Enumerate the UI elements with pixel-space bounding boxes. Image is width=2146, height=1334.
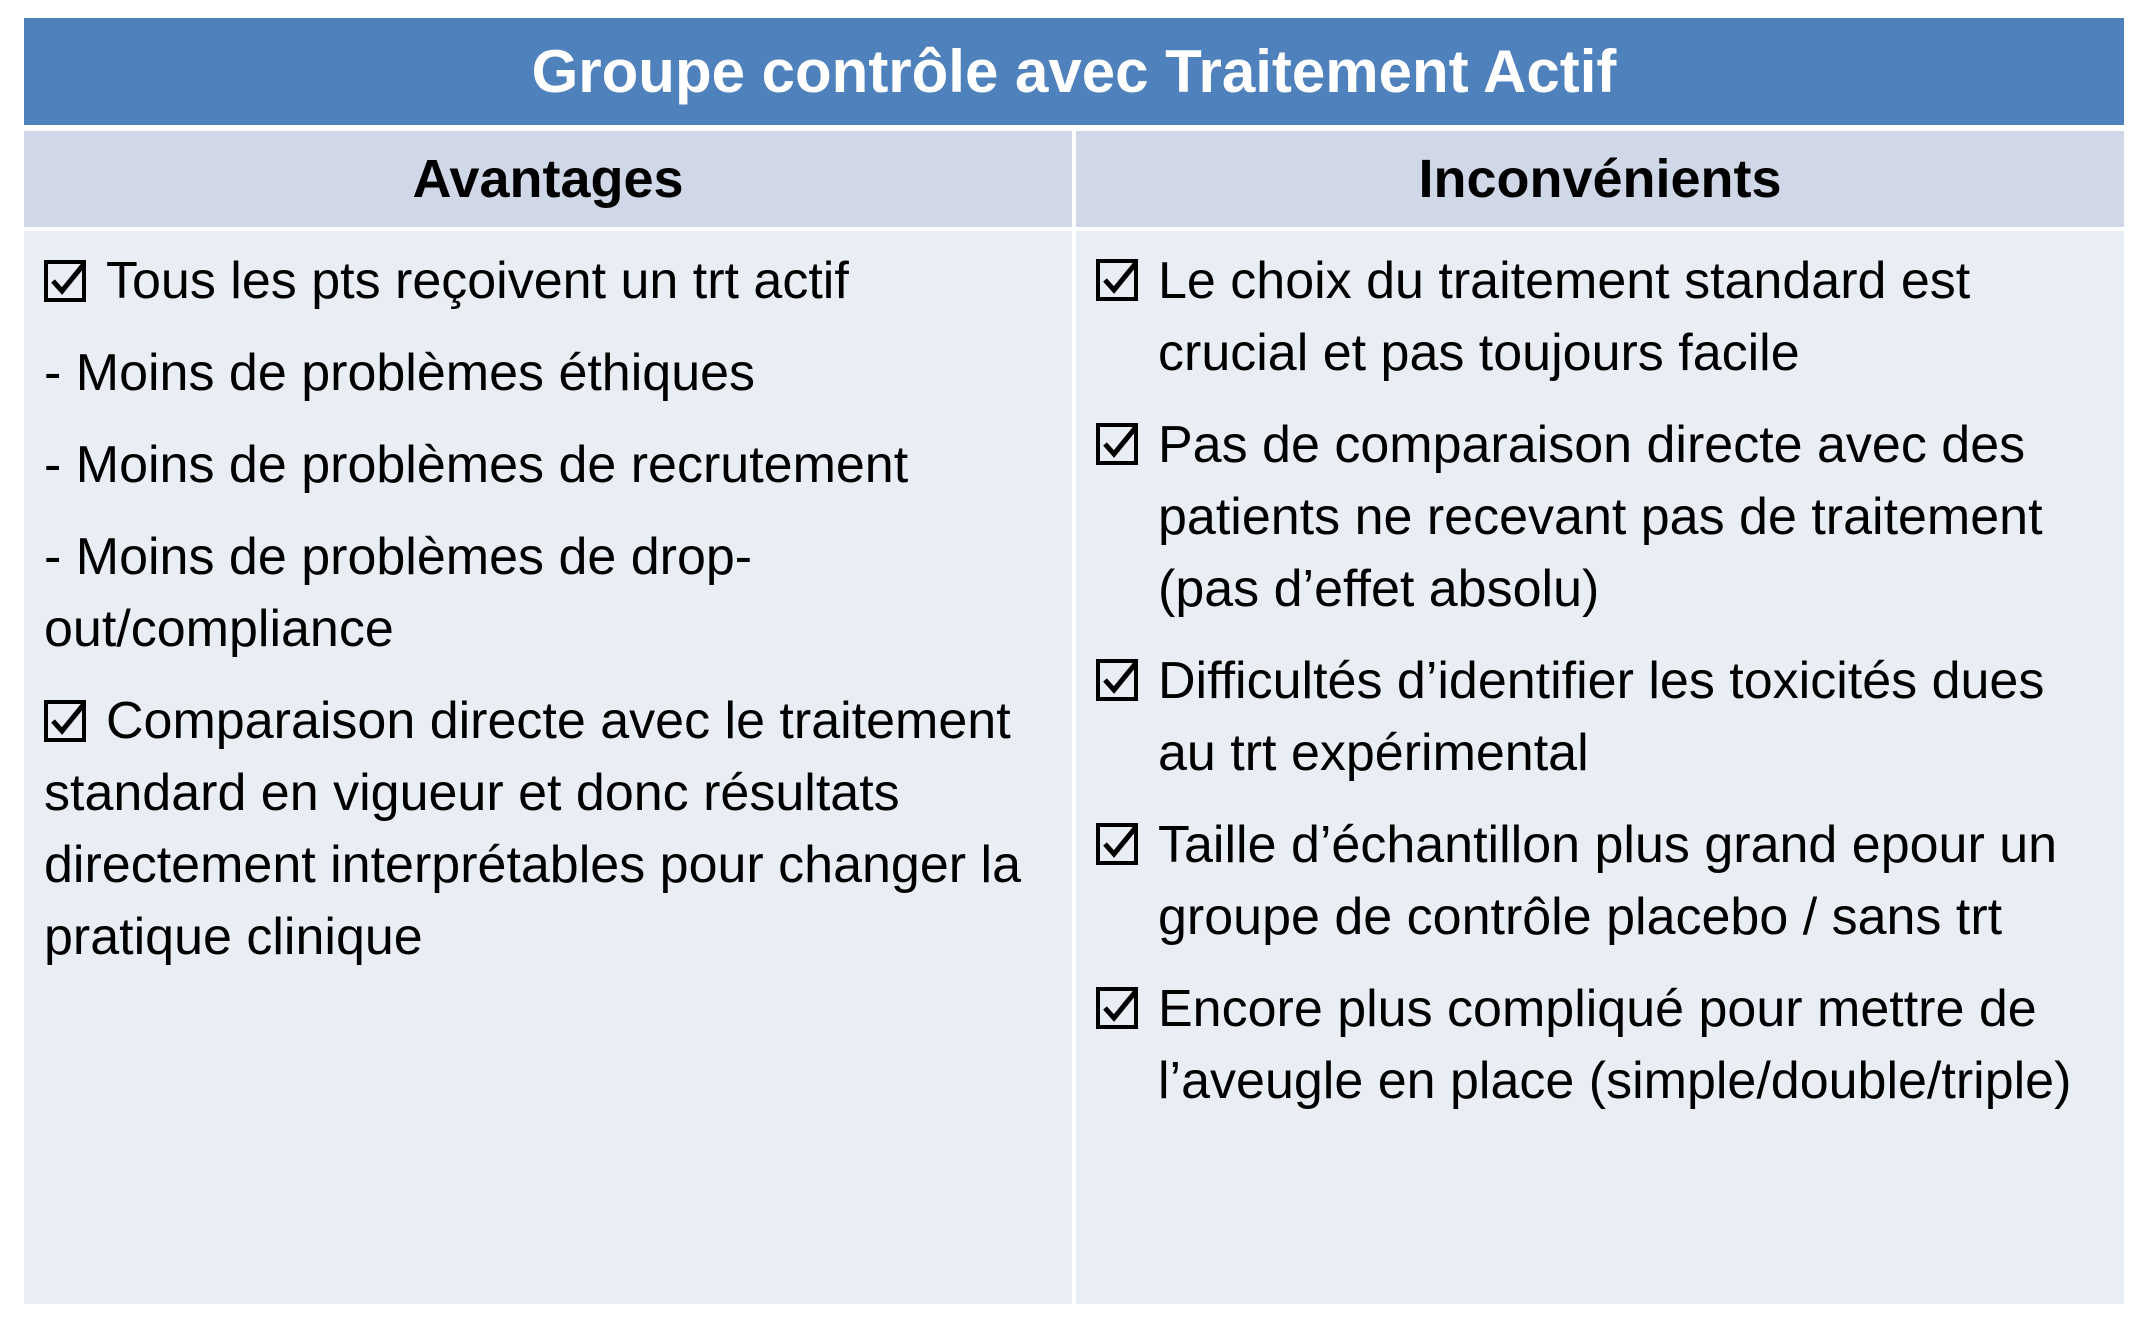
checked-box-icon [1096, 987, 1138, 1029]
list-item: Le choix du traitement standard est cruc… [1096, 245, 2100, 389]
list-item-text: Le choix du traitement standard est cruc… [1158, 252, 1971, 382]
checked-box-icon [44, 689, 86, 742]
list-item: Tous les pts reçoivent un trt actif [44, 245, 1048, 317]
advantages-column: Avantages Tous les pts reçoivent un trt … [24, 131, 1072, 1304]
advantages-list: Tous les pts reçoivent un trt actif - Mo… [24, 231, 1072, 1304]
checked-box-icon [1096, 259, 1138, 301]
list-item: - Moins de problèmes de recrutement [44, 429, 1048, 501]
list-item-text: Pas de comparaison directe avec des pati… [1158, 416, 2043, 618]
comparison-table: Groupe contrôle avec Traitement Actif Av… [24, 18, 2124, 1304]
disadvantages-column: Inconvénients Le choix du traitement sta… [1076, 131, 2124, 1304]
list-item-text: Difficultés d’identifier les toxicités d… [1158, 652, 2045, 782]
list-item: Pas de comparaison directe avec des pati… [1096, 409, 2100, 625]
disadvantages-list: Le choix du traitement standard est cruc… [1076, 231, 2124, 1304]
checked-box-icon [1096, 423, 1138, 465]
list-item: Encore plus compliqué pour mettre de l’a… [1096, 973, 2100, 1117]
list-item: Comparaison directe avec le traitement s… [44, 685, 1048, 973]
checked-box-icon [1096, 823, 1138, 865]
list-item: Taille d’échantillon plus grand epour un… [1096, 809, 2100, 953]
list-item-text: Encore plus compliqué pour mettre de l’a… [1158, 980, 2072, 1110]
list-item-text: Tous les pts reçoivent un trt actif [106, 252, 849, 310]
list-item: Difficultés d’identifier les toxicités d… [1096, 645, 2100, 789]
disadvantages-header: Inconvénients [1076, 131, 2124, 227]
list-item-text: - Moins de problèmes éthiques [44, 344, 756, 402]
list-item: - Moins de problèmes éthiques [44, 337, 1048, 409]
list-item-text: Taille d’échantillon plus grand epour un… [1158, 816, 2058, 946]
list-item-text: - Moins de problèmes de recrutement [44, 436, 909, 494]
list-item-text: - Moins de problèmes de drop-out/complia… [44, 528, 753, 658]
list-item-text: Comparaison directe avec le traitement s… [44, 692, 1022, 966]
list-item: - Moins de problèmes de drop-out/complia… [44, 521, 844, 665]
checked-box-icon [44, 249, 86, 302]
advantages-header: Avantages [24, 131, 1072, 227]
checked-box-icon [1096, 659, 1138, 701]
table-title: Groupe contrôle avec Traitement Actif [24, 18, 2124, 125]
